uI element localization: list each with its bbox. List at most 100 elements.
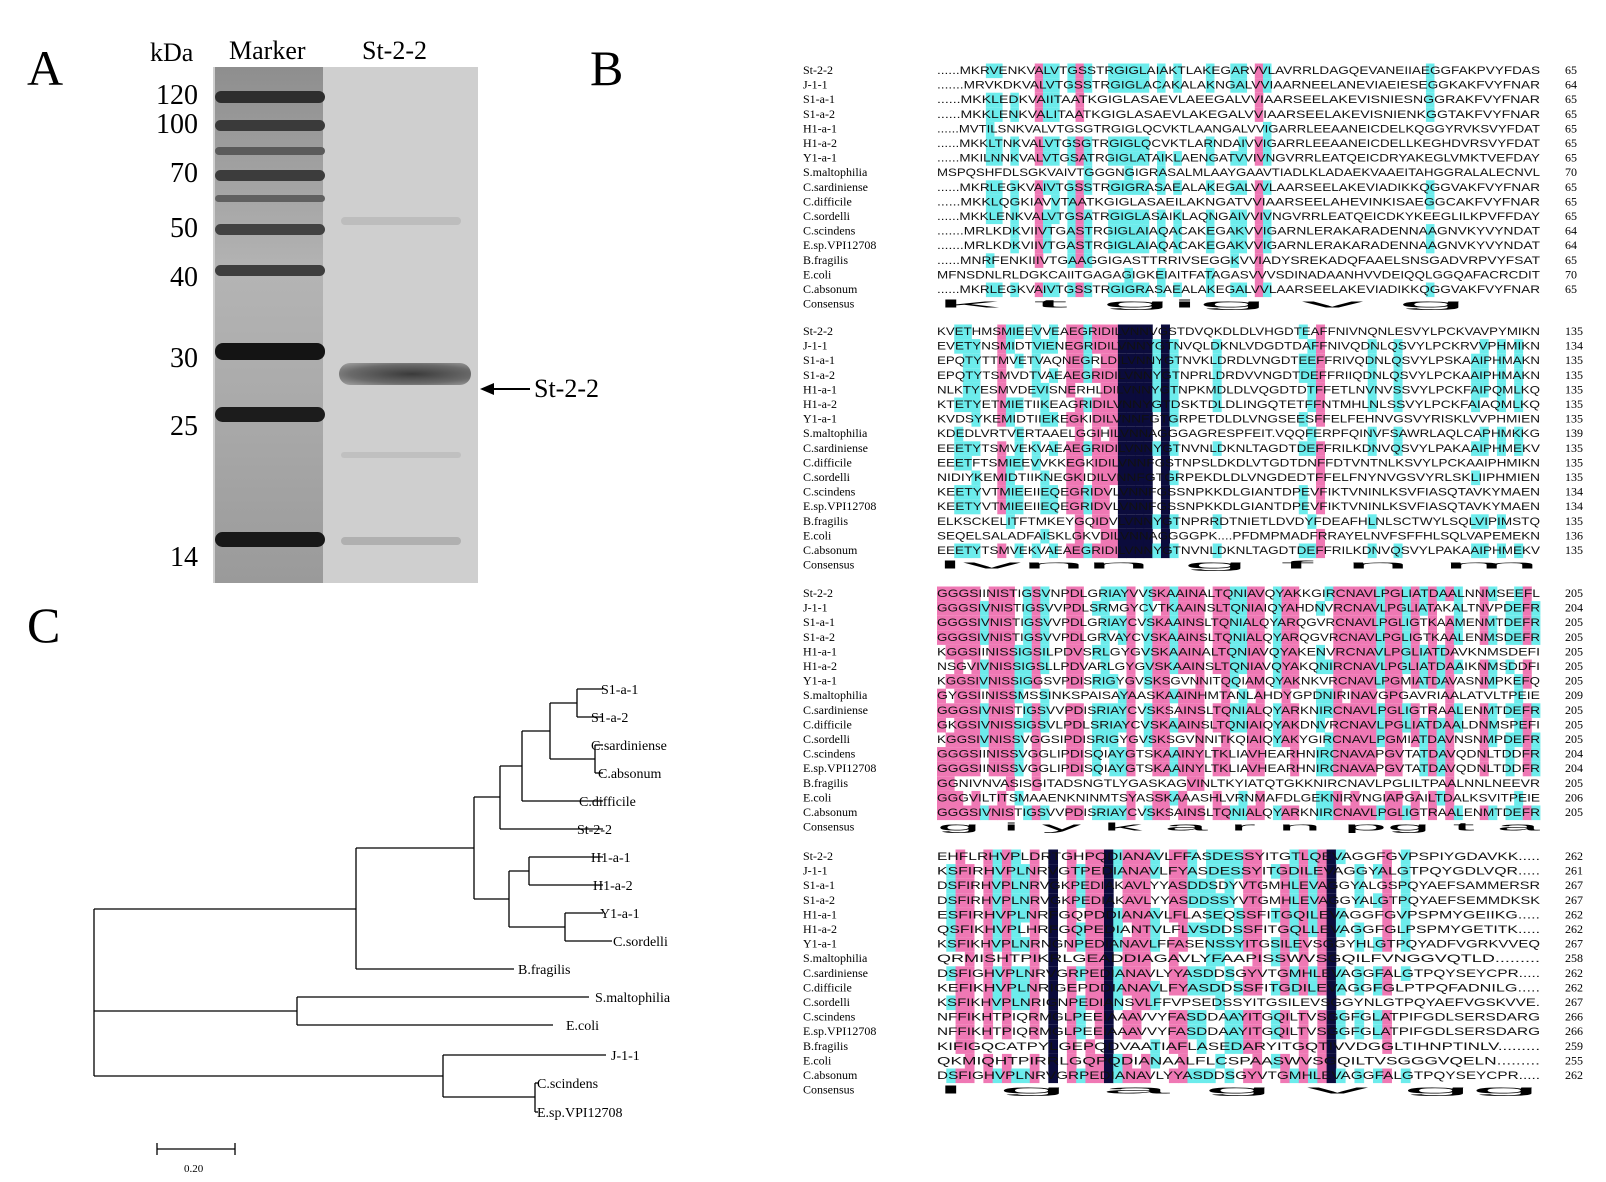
residue-shade bbox=[1425, 194, 1435, 210]
residue-shade bbox=[1020, 937, 1031, 952]
residue-shade bbox=[1382, 893, 1392, 908]
sequence-end-position: 261 bbox=[1565, 864, 1583, 878]
residue-shade bbox=[1224, 1024, 1235, 1040]
residue-shade bbox=[1141, 951, 1151, 967]
residue-shade bbox=[1317, 966, 1328, 981]
residue-shade bbox=[962, 630, 972, 645]
residue-shade bbox=[1103, 1010, 1114, 1025]
residue-shade bbox=[1048, 995, 1058, 1011]
residue-shade bbox=[1029, 1024, 1040, 1040]
residue-shade bbox=[1230, 151, 1239, 166]
residue-shade bbox=[1350, 703, 1360, 718]
residue-shade bbox=[1066, 1039, 1077, 1054]
residue-shade bbox=[1393, 382, 1403, 398]
residue-shade bbox=[1066, 630, 1076, 645]
residue-shade bbox=[1160, 630, 1170, 645]
residue-shade bbox=[1298, 878, 1309, 894]
residue-shade bbox=[1384, 790, 1394, 806]
sequence-residues: NSGVIVNISSIGSLLPDVARLGYGVSKAAINSLTQNIAVQ… bbox=[937, 661, 1540, 673]
residue-shade bbox=[1010, 180, 1019, 195]
residue-shade bbox=[992, 849, 1003, 865]
residue-shade bbox=[1029, 995, 1040, 1011]
residue-shade bbox=[1221, 601, 1231, 616]
residue-shade bbox=[1109, 397, 1119, 413]
residue-shade bbox=[1040, 470, 1050, 486]
residue-shade bbox=[1195, 644, 1205, 660]
residue-shade bbox=[1100, 717, 1110, 733]
residue-shade bbox=[1289, 893, 1300, 908]
residue-shade bbox=[1075, 282, 1085, 298]
residue-shade bbox=[1126, 586, 1136, 602]
residue-shade bbox=[954, 426, 964, 442]
residue-shade bbox=[1354, 864, 1365, 879]
sequence-residues: EPQTYTTMVETVAQNEGRLDILVNNYGTNVKLDRDLVNGD… bbox=[937, 355, 1540, 367]
residue-shade bbox=[1205, 136, 1215, 152]
residue-shade bbox=[1270, 951, 1281, 967]
residue-shade bbox=[1083, 441, 1093, 456]
residue-shade bbox=[1393, 615, 1403, 631]
residue-shade bbox=[1143, 543, 1153, 559]
residue-shade bbox=[1034, 238, 1044, 254]
residue-shade bbox=[1066, 907, 1077, 923]
residue-shade bbox=[1238, 601, 1248, 616]
residue-shade bbox=[1066, 849, 1077, 865]
residue-shade bbox=[1252, 907, 1263, 923]
residue-shade bbox=[1143, 397, 1153, 413]
residue-shade bbox=[1100, 644, 1110, 660]
residue-shade bbox=[1160, 761, 1170, 777]
residue-shade bbox=[1126, 528, 1136, 544]
residue-shade bbox=[1233, 907, 1244, 923]
sequence-end-position: 267 bbox=[1565, 937, 1583, 951]
residue-shade bbox=[1428, 747, 1438, 762]
residue-shade bbox=[1168, 893, 1179, 908]
residue-shade bbox=[1150, 849, 1161, 865]
residue-shade bbox=[1160, 732, 1170, 748]
residue-shade bbox=[997, 485, 1007, 500]
residue-shade bbox=[1333, 703, 1343, 718]
residue-shade bbox=[1341, 644, 1351, 660]
residue-shade bbox=[1074, 644, 1084, 660]
residue-shade bbox=[1116, 78, 1125, 93]
residue-shade bbox=[1152, 717, 1162, 733]
residue-shade bbox=[1359, 761, 1369, 777]
mw-label: 30 bbox=[170, 343, 198, 374]
residue-shade bbox=[1238, 136, 1248, 152]
sequence-end-position: 258 bbox=[1565, 951, 1583, 965]
residue-shade bbox=[971, 586, 981, 602]
residue-shade bbox=[994, 194, 1003, 210]
residue-shade bbox=[1108, 238, 1117, 254]
residue-shade bbox=[1186, 601, 1196, 616]
residue-shade bbox=[1103, 966, 1114, 981]
residue-shade bbox=[1092, 455, 1102, 471]
residue-shade bbox=[1173, 151, 1182, 166]
residue-shade bbox=[1298, 980, 1309, 996]
residue-shade bbox=[1031, 353, 1041, 369]
residue-shade bbox=[1281, 703, 1291, 718]
residue-shade bbox=[1289, 980, 1300, 996]
residue-shade bbox=[1350, 644, 1360, 660]
residue-shade bbox=[997, 382, 1007, 398]
residue-shade bbox=[1040, 412, 1050, 427]
residue-shade bbox=[1011, 907, 1021, 923]
residue-shade bbox=[1140, 63, 1150, 79]
residue-shade bbox=[1135, 441, 1145, 456]
sequence-name: S1-a-2 bbox=[803, 893, 835, 907]
residue-shade bbox=[1131, 951, 1142, 967]
residue-shade bbox=[946, 922, 956, 938]
residue-shade bbox=[1141, 893, 1151, 908]
residue-shade bbox=[1479, 732, 1489, 748]
residue-shade bbox=[983, 878, 994, 894]
residue-shade bbox=[1290, 601, 1300, 616]
residue-shade bbox=[1126, 790, 1136, 806]
residue-shade bbox=[1092, 732, 1102, 748]
mw-label: 50 bbox=[170, 213, 198, 244]
residue-shade bbox=[1094, 1010, 1105, 1025]
residue-shade bbox=[1157, 180, 1166, 195]
residue-shade bbox=[1048, 412, 1058, 427]
residue-shade bbox=[1169, 659, 1179, 675]
residue-shade bbox=[1075, 78, 1085, 93]
residue-shade bbox=[1100, 339, 1110, 354]
residue-shade bbox=[1085, 878, 1096, 894]
residue-shade bbox=[1281, 674, 1291, 689]
residue-shade bbox=[1335, 1024, 1346, 1040]
